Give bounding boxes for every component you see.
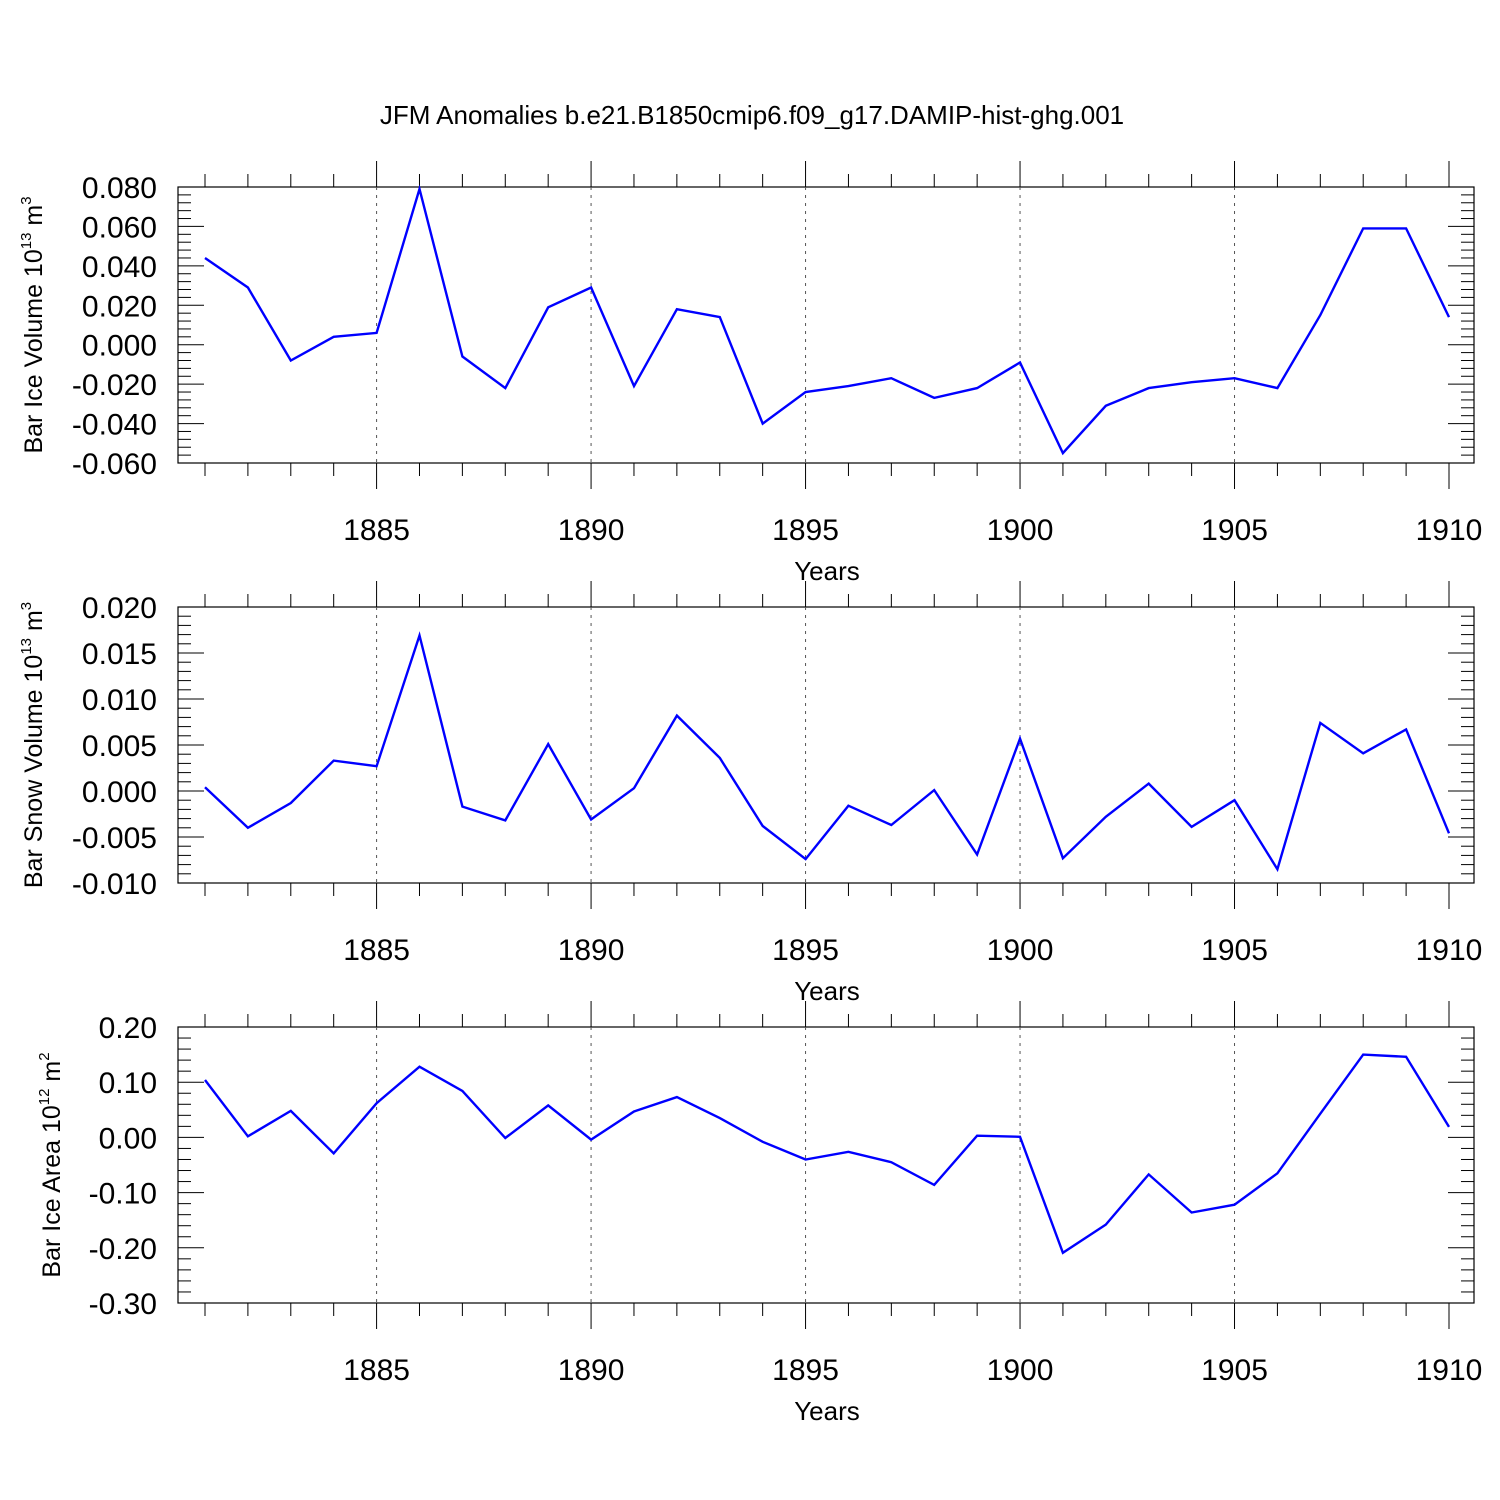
x-tick-label: 1905 (1201, 1354, 1268, 1387)
x-axis-title: Years (794, 1396, 860, 1426)
y-axis-title: Bar Ice Area 1012 m2 (36, 1052, 66, 1277)
x-axis-title: Years (794, 976, 860, 1006)
x-tick-label: 1905 (1201, 934, 1268, 967)
y-tick-label: 0.040 (82, 251, 157, 284)
x-tick-label: 1905 (1201, 514, 1268, 547)
x-tick-label: 1890 (558, 934, 625, 967)
x-tick-label: 1890 (558, 514, 625, 547)
series-line (204, 1053, 1451, 1255)
y-tick-label: -0.30 (89, 1288, 157, 1321)
x-tick-label: 1910 (1416, 934, 1483, 967)
series-line (204, 184, 1451, 456)
x-tick-label: 1885 (343, 1354, 410, 1387)
y-tick-label: 0.20 (99, 1012, 157, 1045)
x-tick-label: 1900 (987, 934, 1054, 967)
plot-frame (177, 186, 1475, 464)
y-tick-label: 0.015 (82, 638, 157, 671)
plot-frame (177, 606, 1475, 884)
x-tick-label: 1890 (558, 1354, 625, 1387)
y-tick-label: 0.005 (82, 730, 157, 763)
y-tick-label: -0.020 (72, 369, 157, 402)
y-axis-title: Bar Ice Volume 1013 m3 (18, 196, 48, 453)
x-tick-label: 1895 (772, 1354, 839, 1387)
y-tick-label: 0.000 (82, 330, 157, 363)
y-tick-label: 0.020 (82, 290, 157, 323)
y-tick-label: 0.020 (82, 592, 157, 625)
y-tick-label: 0.10 (99, 1067, 157, 1100)
x-tick-label: 1885 (343, 934, 410, 967)
panel-1: -0.060 -0.040 -0.020 0.000 0.020 0.040 0.060 0.… (18, 161, 1482, 586)
y-tick-label: -0.10 (89, 1178, 157, 1211)
x-tick-label: 1900 (987, 514, 1054, 547)
y-tick-label: -0.20 (89, 1233, 157, 1266)
y-tick-label: -0.010 (72, 868, 157, 901)
y-tick-label: 0.060 (82, 211, 157, 244)
x-tick-label: 1895 (772, 934, 839, 967)
x-tick-label: 1885 (343, 514, 410, 547)
x-tick-label: 1910 (1416, 1354, 1483, 1387)
panel-3: -0.30 -0.20 -0.10 0.00 0.10 0.20 1885 1890 1895 1… (36, 1001, 1482, 1426)
panel-2: -0.010 -0.005 0.000 0.005 0.010 0.015 0.020 188… (18, 581, 1482, 1006)
x-tick-label: 1910 (1416, 514, 1483, 547)
x-tick-label: 1900 (987, 1354, 1054, 1387)
plot-frame (177, 1026, 1475, 1304)
y-tick-label: 0.080 (82, 172, 157, 205)
x-tick-label: 1895 (772, 514, 839, 547)
y-tick-label: -0.005 (72, 822, 157, 855)
series-line (204, 631, 1451, 873)
y-tick-label: 0.000 (82, 776, 157, 809)
y-axis-title: Bar Snow Volume 1013 m3 (18, 602, 48, 888)
y-tick-label: -0.040 (72, 409, 157, 442)
chart-title: JFM Anomalies b.e21.B1850cmip6.f09_g17.D… (380, 100, 1124, 130)
y-tick-label: -0.060 (72, 448, 157, 481)
y-tick-label: 0.00 (99, 1122, 157, 1155)
y-tick-label: 0.010 (82, 684, 157, 717)
x-axis-title: Years (794, 556, 860, 586)
